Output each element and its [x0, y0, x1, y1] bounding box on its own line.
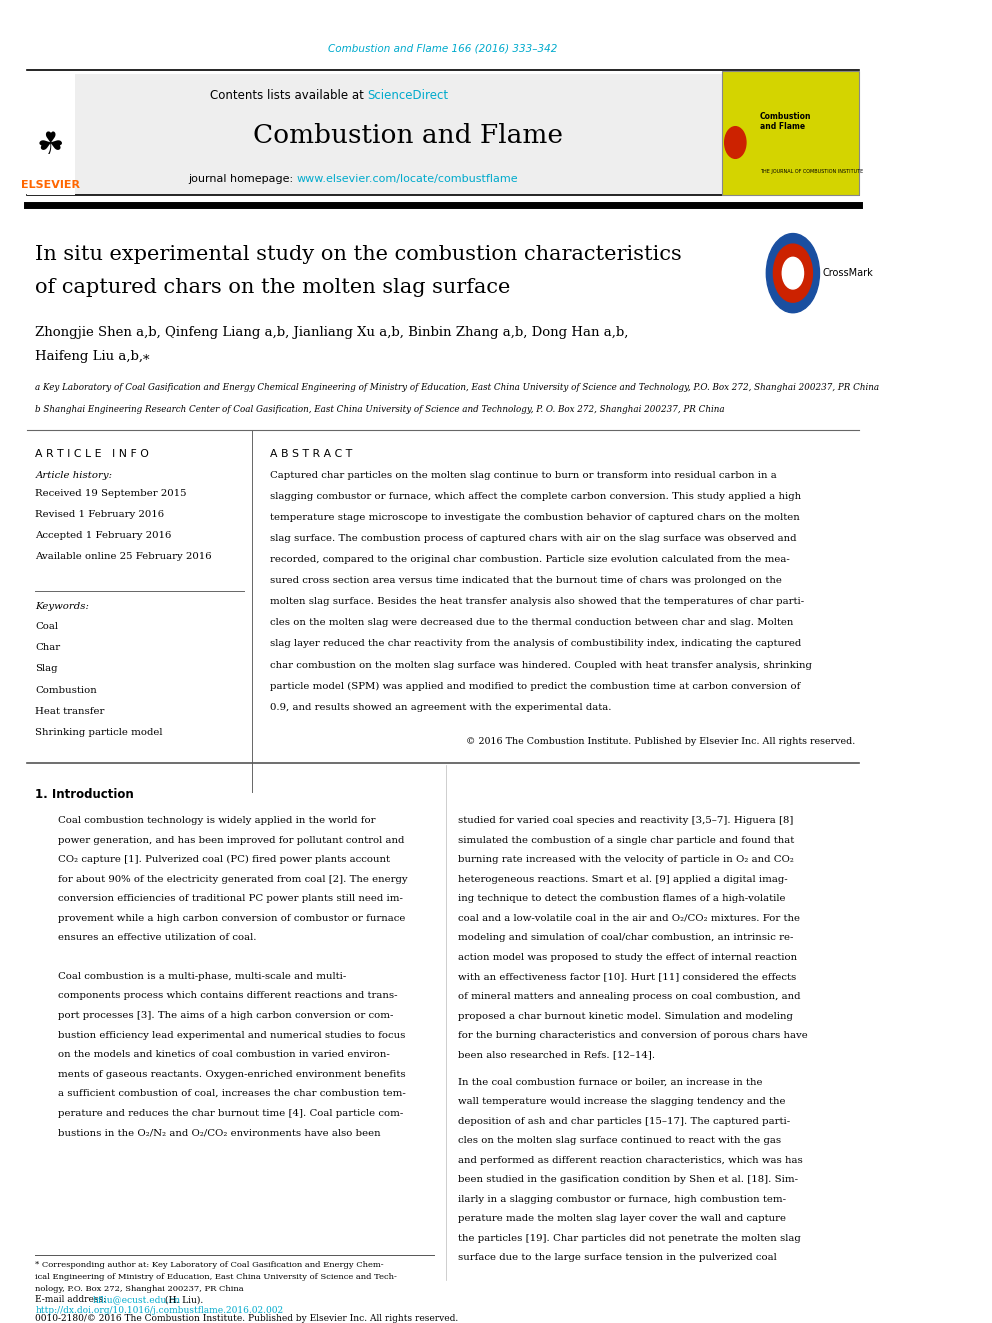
Text: ical Engineering of Ministry of Education, East China University of Science and : ical Engineering of Ministry of Educatio… [36, 1273, 398, 1281]
Text: www.elsevier.com/locate/combustflame: www.elsevier.com/locate/combustflame [297, 175, 519, 184]
Text: ilarly in a slagging combustor or furnace, high combustion tem-: ilarly in a slagging combustor or furnac… [458, 1195, 786, 1204]
Text: Shrinking particle model: Shrinking particle model [36, 728, 163, 737]
Text: heterogeneous reactions. Smart et al. [9] applied a digital imag-: heterogeneous reactions. Smart et al. [9… [458, 875, 788, 884]
Text: Contents lists available at: Contents lists available at [210, 89, 368, 102]
Text: A B S T R A C T: A B S T R A C T [270, 448, 352, 459]
Text: action model was proposed to study the effect of internal reaction: action model was proposed to study the e… [458, 953, 798, 962]
Text: journal homepage:: journal homepage: [188, 175, 297, 184]
Text: Heat transfer: Heat transfer [36, 706, 105, 716]
Text: and performed as different reaction characteristics, which was has: and performed as different reaction char… [458, 1155, 803, 1164]
Text: Char: Char [36, 643, 61, 652]
FancyBboxPatch shape [722, 71, 859, 196]
Text: components process which contains different reactions and trans-: components process which contains differ… [58, 991, 397, 1000]
Text: burning rate increased with the velocity of particle in O₂ and CO₂: burning rate increased with the velocity… [458, 855, 794, 864]
Text: Captured char particles on the molten slag continue to burn or transform into re: Captured char particles on the molten sl… [270, 471, 777, 479]
Text: cles on the molten slag were decreased due to the thermal conduction between cha: cles on the molten slag were decreased d… [270, 618, 794, 627]
Text: Combustion and Flame: Combustion and Flame [253, 123, 562, 148]
Circle shape [725, 127, 746, 159]
Text: power generation, and has been improved for pollutant control and: power generation, and has been improved … [58, 836, 404, 845]
Text: CrossMark: CrossMark [822, 269, 873, 278]
FancyBboxPatch shape [27, 74, 75, 196]
Text: cles on the molten slag surface continued to react with the gas: cles on the molten slag surface continue… [458, 1136, 781, 1146]
Text: Article history:: Article history: [36, 471, 112, 479]
Text: slagging combustor or furnace, which affect the complete carbon conversion. This: slagging combustor or furnace, which aff… [270, 492, 802, 500]
Text: ments of gaseous reactants. Oxygen-enriched environment benefits: ments of gaseous reactants. Oxygen-enric… [58, 1069, 405, 1078]
Text: char combustion on the molten slag surface was hindered. Coupled with heat trans: char combustion on the molten slag surfa… [270, 660, 812, 669]
Text: ensures an effective utilization of coal.: ensures an effective utilization of coal… [58, 934, 256, 942]
Text: simulated the combustion of a single char particle and found that: simulated the combustion of a single cha… [458, 836, 795, 845]
Text: proposed a char burnout kinetic model. Simulation and modeling: proposed a char burnout kinetic model. S… [458, 1012, 793, 1020]
Text: Coal combustion technology is widely applied in the world for: Coal combustion technology is widely app… [58, 816, 375, 826]
Text: ScienceDirect: ScienceDirect [368, 89, 448, 102]
Text: the particles [19]. Char particles did not penetrate the molten slag: the particles [19]. Char particles did n… [458, 1234, 801, 1242]
Text: 1. Introduction: 1. Introduction [36, 789, 134, 800]
Text: E-mail address:: E-mail address: [36, 1295, 109, 1304]
Text: studied for varied coal species and reactivity [3,5–7]. Higuera [8]: studied for varied coal species and reac… [458, 816, 794, 826]
Text: Combustion: Combustion [36, 685, 97, 695]
Text: a sufficient combustion of coal, increases the char combustion tem-: a sufficient combustion of coal, increas… [58, 1089, 406, 1098]
Text: A R T I C L E   I N F O: A R T I C L E I N F O [36, 448, 150, 459]
Text: bustion efficiency lead experimental and numerical studies to focus: bustion efficiency lead experimental and… [58, 1031, 405, 1040]
Text: nology, P.O. Box 272, Shanghai 200237, PR China: nology, P.O. Box 272, Shanghai 200237, P… [36, 1285, 244, 1293]
Text: b Shanghai Engineering Research Center of Coal Gasification, East China Universi: b Shanghai Engineering Research Center o… [36, 405, 725, 414]
Text: Combustion
and Flame: Combustion and Flame [760, 111, 811, 131]
Text: with an effectiveness factor [10]. Hurt [11] considered the effects: with an effectiveness factor [10]. Hurt … [458, 972, 797, 982]
Text: Received 19 September 2015: Received 19 September 2015 [36, 490, 186, 497]
Text: (H. Liu).: (H. Liu). [93, 1295, 203, 1304]
Text: * Corresponding author at: Key Laboratory of Coal Gasification and Energy Chem-: * Corresponding author at: Key Laborator… [36, 1261, 384, 1269]
Text: been also researched in Refs. [12–14].: been also researched in Refs. [12–14]. [458, 1050, 655, 1060]
Text: a Key Laboratory of Coal Gasification and Energy Chemical Engineering of Ministr: a Key Laboratory of Coal Gasification an… [36, 384, 880, 393]
Text: on the models and kinetics of coal combustion in varied environ-: on the models and kinetics of coal combu… [58, 1050, 389, 1058]
Text: © 2016 The Combustion Institute. Published by Elsevier Inc. All rights reserved.: © 2016 The Combustion Institute. Publish… [465, 737, 855, 746]
Text: ELSEVIER: ELSEVIER [21, 180, 80, 189]
Text: ☘: ☘ [37, 131, 64, 160]
Text: perature made the molten slag layer cover the wall and capture: perature made the molten slag layer cove… [458, 1215, 786, 1224]
Text: http://dx.doi.org/10.1016/j.combustflame.2016.02.002: http://dx.doi.org/10.1016/j.combustflame… [36, 1306, 284, 1315]
Text: of captured chars on the molten slag surface: of captured chars on the molten slag sur… [36, 278, 511, 298]
Text: THE JOURNAL OF COMBUSTION INSTITUTE: THE JOURNAL OF COMBUSTION INSTITUTE [760, 169, 863, 175]
Text: In the coal combustion furnace or boiler, an increase in the: In the coal combustion furnace or boiler… [458, 1077, 763, 1086]
Text: Coal combustion is a multi-phase, multi-scale and multi-: Coal combustion is a multi-phase, multi-… [58, 972, 346, 980]
Text: Revised 1 February 2016: Revised 1 February 2016 [36, 511, 165, 519]
Text: of mineral matters and annealing process on coal combustion, and: of mineral matters and annealing process… [458, 992, 801, 1002]
Text: recorded, compared to the original char combustion. Particle size evolution calc: recorded, compared to the original char … [270, 554, 790, 564]
Text: Accepted 1 February 2016: Accepted 1 February 2016 [36, 532, 172, 540]
Text: In situ experimental study on the combustion characteristics: In situ experimental study on the combus… [36, 245, 682, 265]
Text: surface due to the large surface tension in the pulverized coal: surface due to the large surface tension… [458, 1253, 777, 1262]
Text: for the burning characteristics and conversion of porous chars have: for the burning characteristics and conv… [458, 1031, 807, 1040]
Text: 0010-2180/© 2016 The Combustion Institute. Published by Elsevier Inc. All rights: 0010-2180/© 2016 The Combustion Institut… [36, 1314, 458, 1323]
Text: conversion efficiencies of traditional PC power plants still need im-: conversion efficiencies of traditional P… [58, 894, 403, 904]
Text: slag surface. The combustion process of captured chars with air on the slag surf: slag surface. The combustion process of … [270, 534, 797, 542]
Text: Available online 25 February 2016: Available online 25 February 2016 [36, 552, 212, 561]
FancyBboxPatch shape [75, 74, 722, 196]
Text: temperature stage microscope to investigate the combustion behavior of captured : temperature stage microscope to investig… [270, 513, 800, 521]
Text: port processes [3]. The aims of a high carbon conversion or com-: port processes [3]. The aims of a high c… [58, 1011, 393, 1020]
Text: Haifeng Liu a,b,⁎: Haifeng Liu a,b,⁎ [36, 349, 150, 363]
Text: particle model (SPM) was applied and modified to predict the combustion time at : particle model (SPM) was applied and mod… [270, 681, 801, 691]
Text: molten slag surface. Besides the heat transfer analysis also showed that the tem: molten slag surface. Besides the heat tr… [270, 597, 805, 606]
Text: Slag: Slag [36, 664, 58, 673]
Text: deposition of ash and char particles [15–17]. The captured parti-: deposition of ash and char particles [15… [458, 1117, 791, 1126]
Circle shape [774, 245, 812, 302]
Text: for about 90% of the electricity generated from coal [2]. The energy: for about 90% of the electricity generat… [58, 875, 407, 884]
Text: hfliu@ecust.edu.cn: hfliu@ecust.edu.cn [93, 1295, 182, 1304]
Text: wall temperature would increase the slagging tendency and the: wall temperature would increase the slag… [458, 1097, 786, 1106]
Text: provement while a high carbon conversion of combustor or furnace: provement while a high carbon conversion… [58, 914, 405, 923]
Text: Combustion and Flame 166 (2016) 333–342: Combustion and Flame 166 (2016) 333–342 [328, 44, 558, 54]
Circle shape [767, 234, 819, 312]
Text: bustions in the O₂/N₂ and O₂/CO₂ environments have also been: bustions in the O₂/N₂ and O₂/CO₂ environ… [58, 1129, 380, 1138]
Text: Keywords:: Keywords: [36, 602, 89, 611]
Text: 0.9, and results showed an agreement with the experimental data.: 0.9, and results showed an agreement wit… [270, 703, 612, 712]
Text: modeling and simulation of coal/char combustion, an intrinsic re-: modeling and simulation of coal/char com… [458, 934, 794, 942]
Text: Coal: Coal [36, 622, 59, 631]
Text: coal and a low-volatile coal in the air and O₂/CO₂ mixtures. For the: coal and a low-volatile coal in the air … [458, 914, 800, 923]
Text: been studied in the gasification condition by Shen et al. [18]. Sim-: been studied in the gasification conditi… [458, 1175, 798, 1184]
Circle shape [783, 257, 804, 288]
Text: slag layer reduced the char reactivity from the analysis of combustibility index: slag layer reduced the char reactivity f… [270, 639, 802, 648]
Text: sured cross section area versus time indicated that the burnout time of chars wa: sured cross section area versus time ind… [270, 576, 782, 585]
Text: ing technique to detect the combustion flames of a high-volatile: ing technique to detect the combustion f… [458, 894, 786, 904]
Text: CO₂ capture [1]. Pulverized coal (PC) fired power plants account: CO₂ capture [1]. Pulverized coal (PC) fi… [58, 855, 390, 864]
Text: perature and reduces the char burnout time [4]. Coal particle com-: perature and reduces the char burnout ti… [58, 1109, 403, 1118]
Text: Zhongjie Shen a,b, Qinfeng Liang a,b, Jianliang Xu a,b, Binbin Zhang a,b, Dong H: Zhongjie Shen a,b, Qinfeng Liang a,b, Ji… [36, 325, 629, 339]
